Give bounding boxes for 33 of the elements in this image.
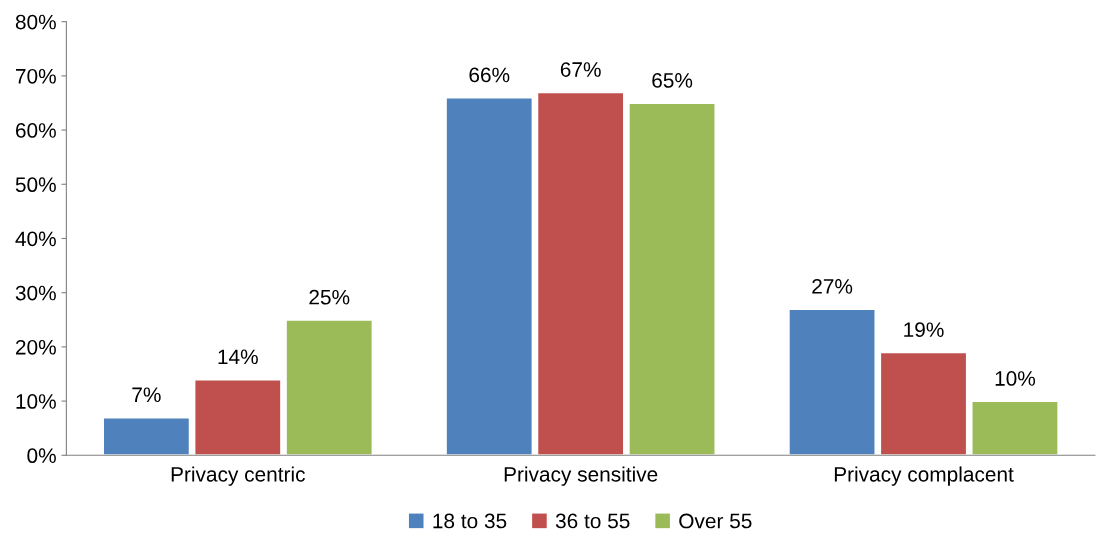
- x-tick-label: Privacy complacent: [834, 466, 1014, 486]
- y-tick-label: 20%: [15, 339, 56, 355]
- data-label: 7%: [132, 387, 161, 403]
- bar: [627, 101, 717, 456]
- x-tick-label: Privacy sensitive: [504, 466, 658, 486]
- bar: [444, 96, 534, 456]
- y-tick-label: 40%: [15, 231, 56, 247]
- data-label: 66%: [469, 67, 510, 83]
- bar: [284, 318, 374, 456]
- y-tick-label: 70%: [16, 68, 56, 84]
- y-tick-label: 80%: [15, 14, 56, 30]
- bar: [101, 416, 191, 456]
- y-tick-label: 50%: [15, 177, 56, 193]
- data-label: 14%: [218, 349, 258, 365]
- data-label: 67%: [560, 62, 601, 77]
- data-label: 10%: [995, 371, 1036, 386]
- bar: [970, 400, 1060, 456]
- data-label: 27%: [812, 278, 853, 294]
- y-tick-label: 60%: [16, 123, 56, 138]
- data-label: 25%: [309, 289, 350, 305]
- y-tick-label: 10%: [16, 394, 56, 409]
- bar: [879, 351, 968, 456]
- y-tick-label: 30%: [15, 285, 56, 301]
- data-label: 65%: [652, 73, 693, 88]
- bar: [193, 378, 283, 456]
- legend-label: Over 55: [679, 513, 752, 529]
- bar: [536, 91, 626, 456]
- y-tick-label: 0%: [27, 448, 56, 464]
- legend-label: 18 to 35: [433, 513, 507, 529]
- x-tick-label: Privacy centric: [171, 466, 305, 486]
- data-label: 19%: [904, 322, 944, 338]
- bar: [787, 307, 877, 456]
- legend-label: 36 to 55: [555, 513, 630, 529]
